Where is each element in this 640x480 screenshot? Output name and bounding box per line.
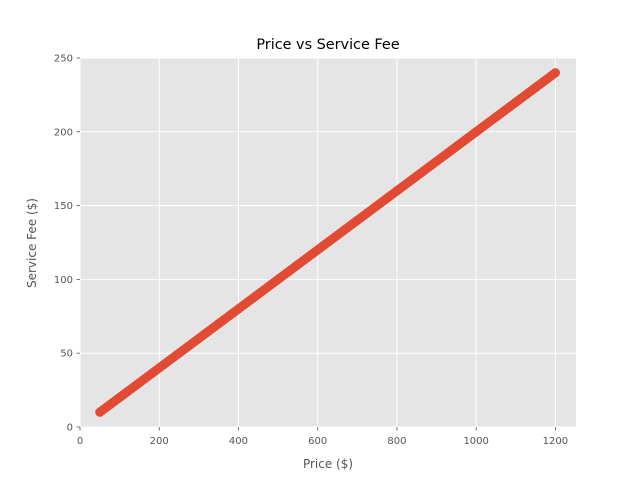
data-point xyxy=(511,97,521,107)
x-tick-label: 400 xyxy=(229,436,248,447)
data-point xyxy=(471,127,481,137)
data-point xyxy=(214,319,224,329)
y-tick-label: 150 xyxy=(54,201,73,212)
x-tick-label: 1000 xyxy=(463,436,488,447)
data-point xyxy=(273,274,283,284)
x-tick-label: 200 xyxy=(150,436,169,447)
data-point xyxy=(392,186,402,196)
data-points xyxy=(95,68,560,417)
data-point xyxy=(95,407,105,417)
data-point xyxy=(233,304,243,314)
x-tick-label: 600 xyxy=(308,436,327,447)
data-point xyxy=(313,245,323,255)
y-tick-label: 200 xyxy=(54,127,73,138)
y-tick-label: 250 xyxy=(54,54,73,65)
data-point xyxy=(134,378,144,388)
y-gridlines xyxy=(80,57,576,428)
y-tick-label: 50 xyxy=(60,349,73,360)
chart-title: Price vs Service Fee xyxy=(256,37,399,53)
y-tick-label: 100 xyxy=(54,275,73,286)
data-point xyxy=(154,363,164,373)
data-point xyxy=(253,289,263,299)
y-ticks: 0 50 100 150 200 250 xyxy=(54,54,80,434)
x-tick-label: 800 xyxy=(387,436,406,447)
x-tick-label: 1200 xyxy=(543,436,568,447)
x-ticks: 0 200 400 600 800 1000 1200 xyxy=(77,427,568,447)
data-point xyxy=(194,333,204,343)
y-axis-label: Service Fee ($) xyxy=(25,198,39,288)
y-tick-label: 0 xyxy=(67,423,73,434)
data-point xyxy=(174,348,184,358)
data-point xyxy=(531,83,541,93)
data-point xyxy=(115,392,125,402)
data-point xyxy=(372,201,382,211)
x-axis-label: Price ($) xyxy=(303,457,353,471)
data-point xyxy=(432,156,442,166)
data-point xyxy=(352,215,362,225)
data-point xyxy=(550,68,560,78)
data-point xyxy=(491,112,501,122)
data-point xyxy=(412,171,422,181)
data-point xyxy=(293,260,303,270)
data-point xyxy=(451,142,461,152)
x-tick-label: 0 xyxy=(77,436,83,447)
data-point xyxy=(333,230,343,240)
x-gridlines xyxy=(79,58,556,427)
